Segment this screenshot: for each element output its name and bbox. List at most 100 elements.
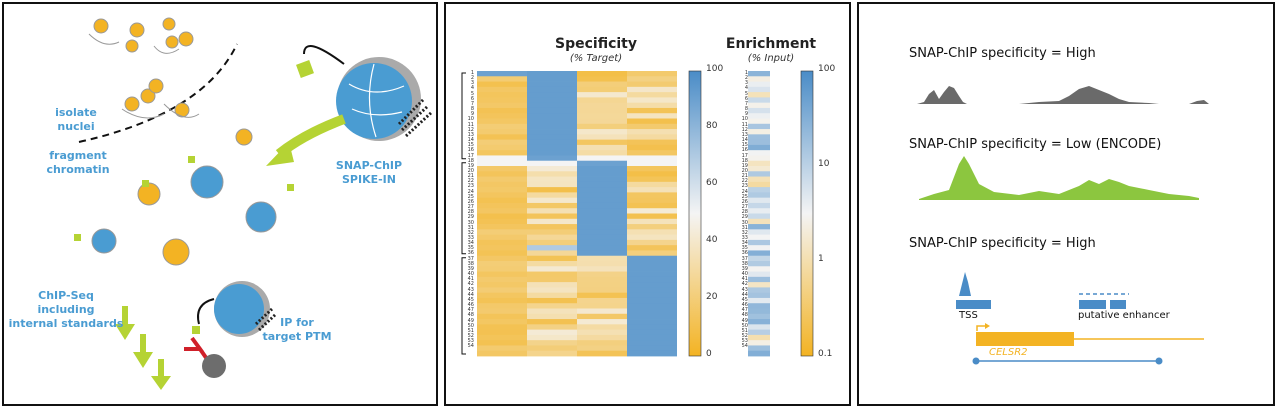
row-label: 27 <box>741 204 748 211</box>
heatmap-cell <box>577 245 627 251</box>
heatmap-cell <box>477 144 527 151</box>
heatmap-cell <box>577 345 627 352</box>
tracks-graphics <box>917 86 1209 365</box>
row-label: 7 <box>744 100 748 107</box>
heatmap-cell <box>577 150 627 156</box>
tss-peak-box <box>956 300 991 309</box>
heatmap-cell <box>527 213 577 220</box>
ip-antibody-complex <box>184 281 278 378</box>
heatmap-cell <box>577 271 627 278</box>
heatmap-cell <box>527 150 577 156</box>
heatmap-cell <box>577 166 627 172</box>
heatmap-cell <box>577 224 627 230</box>
heatmap-cell <box>577 334 627 341</box>
heatmap-cell <box>627 181 677 188</box>
enrichment-cell <box>748 202 770 209</box>
heatmap-cell <box>577 229 627 236</box>
heatmap-cell <box>477 176 527 183</box>
colorbar-tick: 0.1 <box>818 349 833 359</box>
heatmap-cell <box>627 155 677 162</box>
heatmap-cell <box>627 250 677 257</box>
heatmap-cell <box>477 166 527 172</box>
colorbar-tick: 60 <box>706 178 718 188</box>
row-label: 32 <box>741 229 748 236</box>
enrichment-cell <box>748 324 770 331</box>
heatmap-cell <box>627 218 677 225</box>
enrichment-cell <box>748 71 770 77</box>
colorbar-tick: 100 <box>818 64 836 74</box>
track2-title: SNAP-ChIP specificity = Low (ENCODE) <box>909 137 1162 152</box>
heatmap-cell <box>477 224 527 230</box>
enrichment-cell <box>748 282 770 288</box>
heatmap-cell <box>577 319 627 325</box>
heatmap-cell <box>527 313 577 320</box>
enrichment-cell <box>748 166 770 172</box>
heatmap-panel: Specificity (% Target) Enrichment (% Inp… <box>444 2 851 406</box>
heatmap-cell <box>577 155 627 162</box>
heatmap-cell <box>627 297 677 304</box>
heatmap-cell <box>527 118 577 125</box>
row-label: 2 <box>470 75 474 82</box>
heatmap-cell <box>627 303 677 309</box>
heatmap-cell <box>577 282 627 288</box>
heatmap-cell <box>577 234 627 241</box>
heatmap-cell <box>577 208 627 214</box>
heatmap-cell <box>527 266 577 272</box>
heatmap-cell <box>477 319 527 325</box>
heatmap-cell <box>527 129 577 135</box>
row-label: 36 <box>741 250 748 257</box>
heatmap-cell <box>477 271 527 278</box>
row-label: 33 <box>467 235 474 241</box>
row-label: 30 <box>467 219 474 226</box>
row-label: 50 <box>741 322 748 329</box>
row-label: 4 <box>744 85 748 92</box>
enrichment-cell <box>748 92 770 98</box>
row-label: 52 <box>741 332 748 339</box>
heatmap-cell <box>577 297 627 304</box>
heatmap-cell <box>577 71 627 77</box>
heatmap-cell <box>627 202 677 209</box>
enrichment-cell <box>748 144 770 151</box>
heatmap-cell <box>527 176 577 183</box>
row-label: 27 <box>467 204 474 211</box>
heatmap-cell <box>577 139 627 146</box>
heatmap-cell <box>527 86 577 93</box>
heatmap-cell <box>477 340 527 346</box>
row-label: 40 <box>741 271 748 278</box>
heatmap-cell <box>527 123 577 130</box>
heatmap-cell <box>577 218 627 225</box>
row-label: 10 <box>467 116 474 123</box>
row-label: 49 <box>741 317 748 324</box>
row-label: 35 <box>467 245 474 252</box>
row-label: 6 <box>744 95 748 102</box>
heatmap-cell <box>627 102 677 109</box>
heatmap-cell <box>627 334 677 341</box>
heatmap-cell <box>527 202 577 209</box>
heatmap-cell <box>527 340 577 346</box>
heatmap-cell <box>527 334 577 341</box>
heatmap-cell <box>477 303 527 309</box>
row-label: 43 <box>467 286 474 293</box>
heatmap-cell <box>527 139 577 146</box>
row-label: 1 <box>470 70 474 76</box>
heatmap-cell <box>477 97 527 104</box>
heatmap-cell <box>527 261 577 267</box>
enrichment-cell <box>748 334 770 341</box>
heatmap-cell <box>477 187 527 193</box>
row-label: 44 <box>741 291 748 298</box>
heatmap-cell <box>477 313 527 320</box>
colorbar-tick: 40 <box>706 235 718 245</box>
heatmap-cell <box>527 144 577 151</box>
sequencing-arrows <box>115 306 171 390</box>
heatmap-cell <box>577 292 627 299</box>
heatmap-cell <box>627 166 677 172</box>
heatmap-cell <box>577 261 627 267</box>
row-label: 42 <box>741 281 748 288</box>
heatmap-cell <box>527 218 577 225</box>
heatmap-cell <box>577 160 627 167</box>
heatmap-cell <box>527 287 577 294</box>
specificity-subtitle: (% Target) <box>569 53 623 64</box>
heatmap-cell <box>477 229 527 236</box>
heatmap-cell <box>577 134 627 141</box>
enrichment-cell <box>748 255 770 262</box>
